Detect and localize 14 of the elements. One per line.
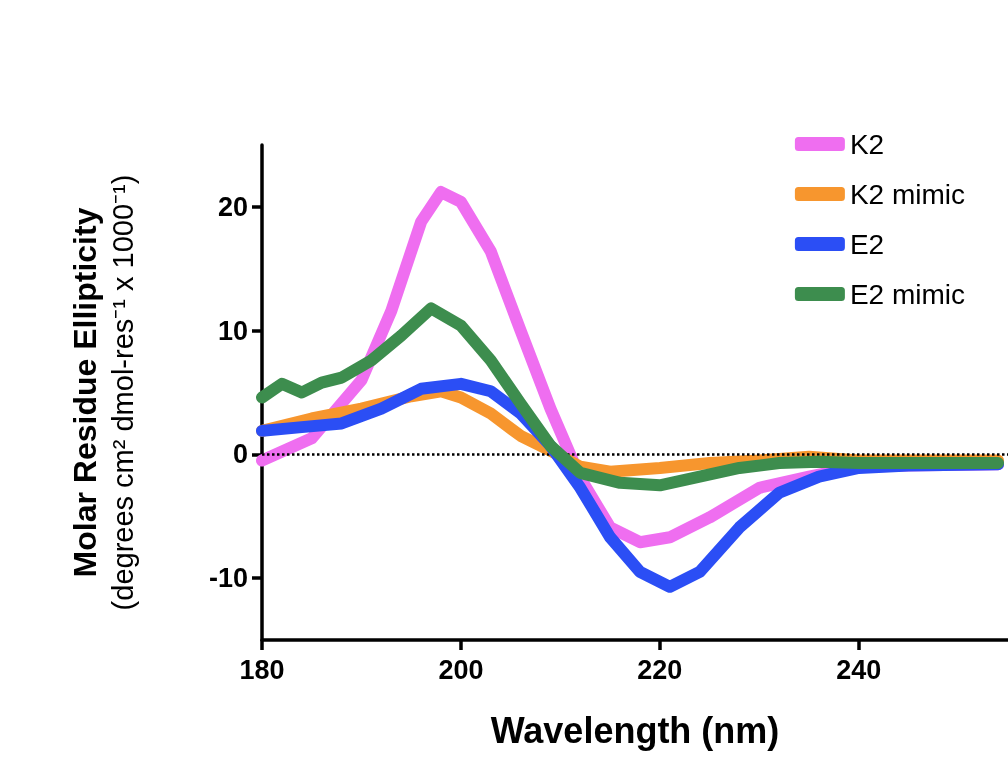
x-axis-title: Wavelength (nm) bbox=[490, 709, 780, 751]
legend-label: E2 bbox=[849, 228, 885, 260]
legend-label: K2 mimic bbox=[849, 178, 966, 210]
legend-label: K2 bbox=[849, 128, 885, 160]
x-tick-label: 240 bbox=[836, 654, 882, 685]
y-tick-label: -10 bbox=[208, 563, 248, 594]
y-axis-title: Molar Residue Ellipticity (degrees cm² dmol-res⁻¹ x 1000⁻¹) bbox=[67, 174, 139, 611]
x-tick-label: 180 bbox=[239, 654, 285, 685]
y-tick-label: 20 bbox=[217, 191, 248, 222]
x-tick-label: 220 bbox=[637, 654, 683, 685]
x-tick-label: 200 bbox=[438, 654, 484, 685]
y-tick-label: 10 bbox=[217, 315, 248, 346]
legend-label: E2 mimic bbox=[849, 278, 966, 310]
y-tick-label: 0 bbox=[232, 439, 248, 470]
